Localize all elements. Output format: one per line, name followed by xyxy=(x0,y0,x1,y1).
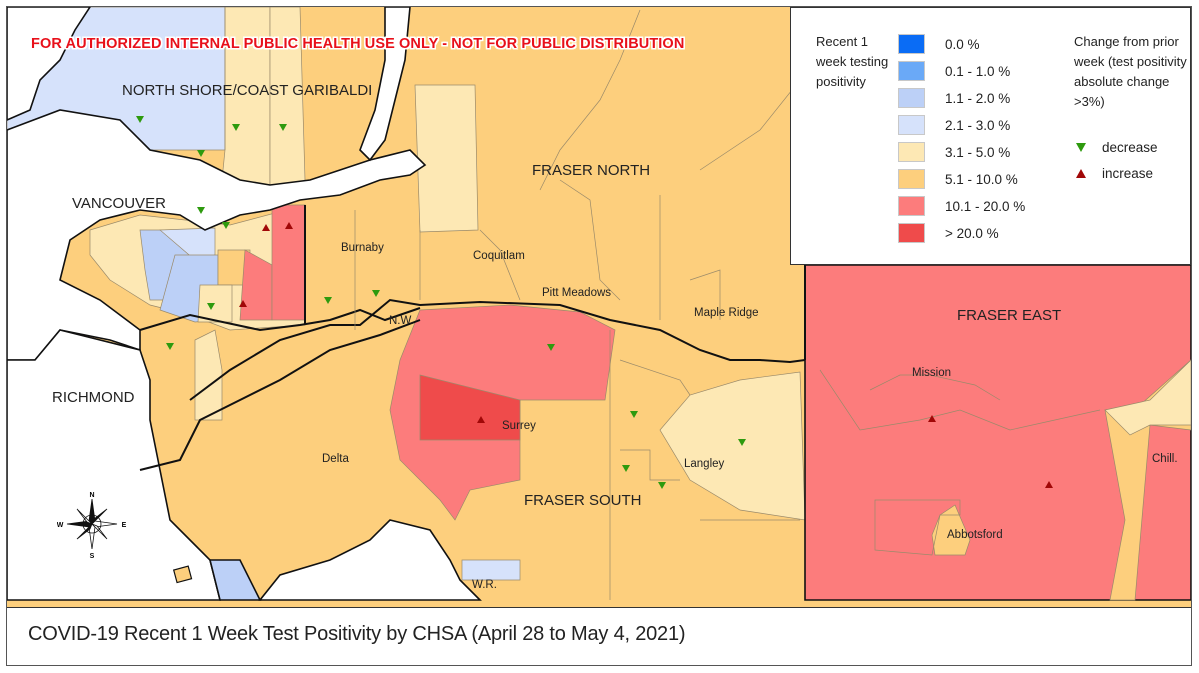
legend-swatch xyxy=(898,223,925,243)
water-boundary-bay xyxy=(258,519,482,601)
map-canvas: FOR AUTHORIZED INTERNAL PUBLIC HEALTH US… xyxy=(7,7,1191,608)
increase-markers xyxy=(239,222,1053,488)
legend-swatch xyxy=(898,61,925,81)
legend-swatch xyxy=(898,196,925,216)
warning-banner: FOR AUTHORIZED INTERNAL PUBLIC HEALTH US… xyxy=(31,36,685,52)
region-label-north-shore: NORTH SHORE/COAST GARIBALDI xyxy=(122,82,373,99)
legend-swatch xyxy=(898,115,925,135)
legend-item: 1.1 - 2.0 % xyxy=(898,86,1025,110)
region-label-fraser-east: FRASER EAST xyxy=(957,307,1062,324)
water-indian-arm xyxy=(359,7,411,162)
chsa-richmond-central xyxy=(194,329,223,421)
legend-decrease: decrease xyxy=(1076,140,1158,155)
legend-item: 10.1 - 20.0 % xyxy=(898,194,1025,218)
city-label-burnaby: Burnaby xyxy=(341,242,384,254)
chsa-vancouver-east-2 xyxy=(271,204,306,321)
ferry-terminal xyxy=(172,565,193,584)
legend-item: 2.1 - 3.0 % xyxy=(898,113,1025,137)
legend-panel: Recent 1 week testing positivity 0.0 % 0… xyxy=(790,7,1191,265)
legend-item: 0.1 - 1.0 % xyxy=(898,59,1025,83)
legend-swatch xyxy=(898,169,925,189)
chsa-boundaries xyxy=(224,7,801,600)
legend-item: 0.0 % xyxy=(898,32,1025,56)
legend-items: 0.0 % 0.1 - 1.0 % 1.1 - 2.0 % 2.1 - 3.0 … xyxy=(898,32,1025,248)
legend-swatch xyxy=(898,34,925,54)
city-label-langley: Langley xyxy=(684,458,725,470)
region-label-fraser-south: FRASER SOUTH xyxy=(524,492,642,509)
city-label-delta: Delta xyxy=(322,453,349,465)
choropleth-map xyxy=(7,7,1191,607)
city-label-white-rock: W.R. xyxy=(472,579,497,591)
city-label-pitt-meadows: Pitt Meadows xyxy=(542,287,612,299)
chsa-surrey-central xyxy=(419,374,521,441)
city-label-abbotsford: Abbotsford xyxy=(947,529,1003,541)
legend-swatch xyxy=(898,88,925,108)
city-label-new-westminster: N.W. xyxy=(389,315,414,327)
boundary-fraser-river xyxy=(189,298,806,401)
compass-rose-icon: N S W E xyxy=(57,492,127,559)
city-label-maple-ridge: Maple Ridge xyxy=(694,307,759,319)
chsa-chilliwack-north xyxy=(1104,359,1191,436)
legend-item: 5.1 - 10.0 % xyxy=(898,167,1025,191)
legend-item: > 20.0 % xyxy=(898,221,1025,245)
region-label-richmond: RICHMOND xyxy=(52,389,135,406)
chsa-abbotsford-central xyxy=(931,504,971,556)
change-legend-title: Change from prior week (test positivity … xyxy=(1074,34,1187,109)
chsa-white-rock xyxy=(461,559,521,581)
compass-e: E xyxy=(122,522,127,529)
chsa-fraser-east xyxy=(804,264,1191,601)
city-label-surrey: Surrey xyxy=(502,420,536,432)
boundary-north-arm xyxy=(139,307,421,332)
boundary-south-arm xyxy=(139,319,421,471)
compass-s: S xyxy=(90,553,95,559)
region-label-fraser-north: FRASER NORTH xyxy=(532,162,651,179)
compass-n: N xyxy=(89,492,94,499)
city-label-chilliwack: Chill. xyxy=(1152,453,1178,465)
region-label-vancouver: VANCOUVER xyxy=(72,195,166,212)
triangle-up-icon xyxy=(1076,169,1086,178)
legend-swatch xyxy=(898,142,925,162)
water-burrard-inlet xyxy=(7,109,427,361)
legend-increase: increase xyxy=(1076,166,1153,181)
compass-w: W xyxy=(57,522,64,529)
legend-title: Recent 1 week testing positivity xyxy=(816,34,889,89)
triangle-down-icon xyxy=(1076,143,1086,152)
water-howe-sound xyxy=(7,7,91,121)
city-label-mission: Mission xyxy=(912,367,951,379)
map-caption: COVID-19 Recent 1 Week Test Positivity b… xyxy=(28,623,686,645)
decrease-markers xyxy=(136,116,746,489)
legend-item: 3.1 - 5.0 % xyxy=(898,140,1025,164)
chsa-belcarra xyxy=(414,84,479,233)
chsa-langley-rural xyxy=(659,371,806,521)
city-label-coquitlam: Coquitlam xyxy=(473,250,525,262)
chsa-vancouver-se xyxy=(197,284,233,323)
